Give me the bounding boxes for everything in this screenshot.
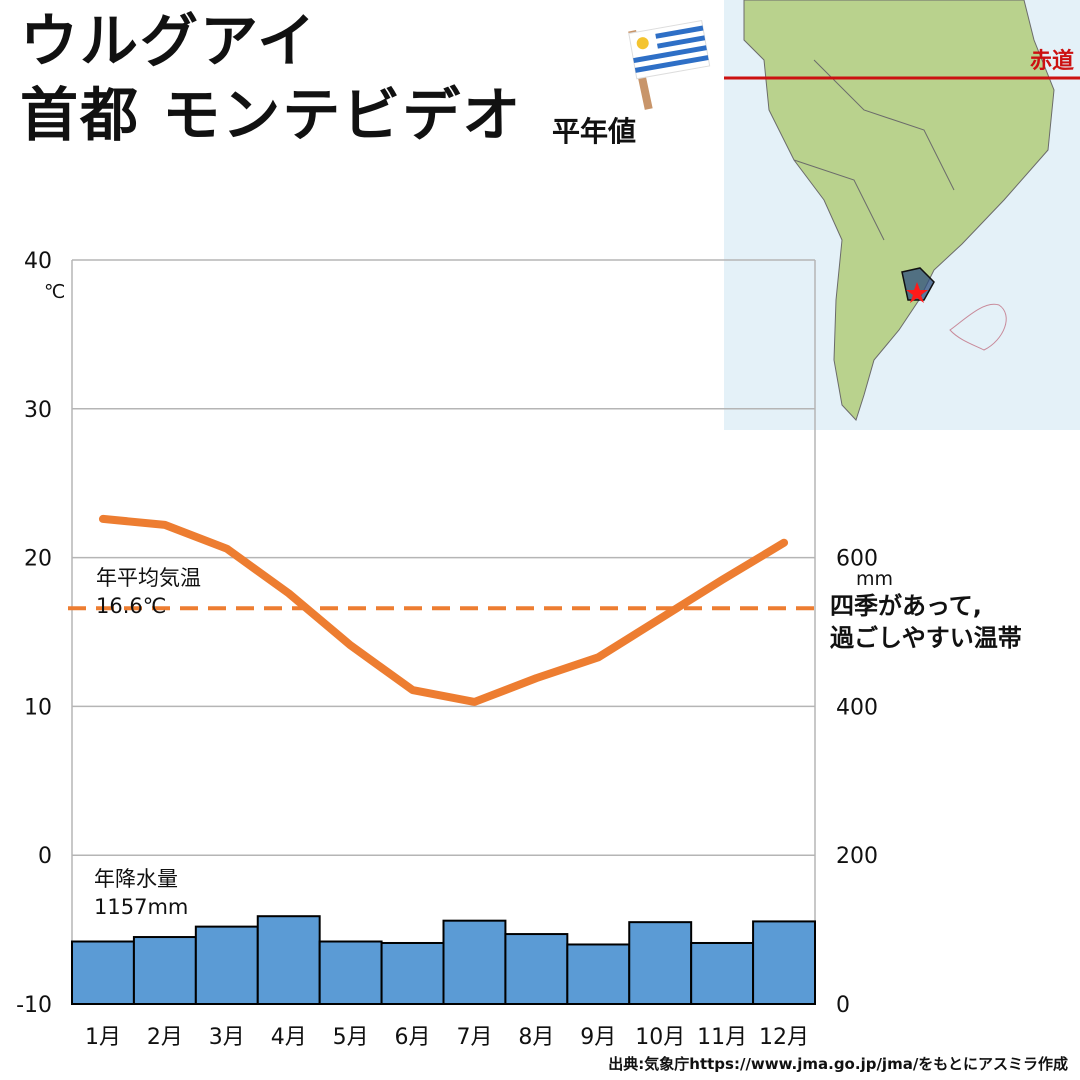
precipitation-bar (318, 940, 383, 1006)
month-tick-label: 8月 (518, 1025, 554, 1050)
climate-note-line2: 過ごしやすい温帯 (830, 624, 1022, 652)
month-tick-label: 2月 (147, 1025, 183, 1050)
month-tick-label: 6月 (395, 1025, 431, 1050)
precipitation-bar (132, 936, 197, 1005)
temperature-tick-label: 10 (24, 695, 52, 720)
precipitation-tick-label: 400 (836, 695, 878, 720)
temperature-tick-label: 40 (24, 249, 52, 274)
temperature-unit: ℃ (44, 281, 65, 303)
precipitation-bar (256, 915, 321, 1006)
temperature-tick-label: 20 (24, 547, 52, 572)
precipitation-unit: mm (856, 568, 893, 590)
precipitation-bar (442, 919, 507, 1005)
precipitation-bar (71, 940, 135, 1006)
temperature-series-line (98, 514, 789, 706)
annual-precip-value: 1157mm (94, 895, 188, 919)
title-capital: 首都 モンテビデオ (20, 81, 523, 149)
precipitation-bar (690, 941, 755, 1006)
montevideo-star-icon (906, 282, 928, 303)
month-tick-label: 3月 (209, 1025, 245, 1050)
precipitation-bar (628, 921, 693, 1005)
avg-temp-value: 16.6℃ (96, 594, 166, 618)
temperature-tick-label: 0 (38, 844, 52, 869)
month-tick-label: 5月 (333, 1025, 369, 1050)
precipitation-bar (380, 941, 445, 1006)
annual-precip-label: 年降水量 (94, 867, 178, 891)
month-tick-label: 11月 (697, 1025, 747, 1050)
avg-temp-label: 年平均気温 (96, 566, 201, 590)
equator-label: 赤道 (1030, 48, 1074, 74)
temperature-tick-label: -10 (16, 993, 52, 1018)
source-credit: 出典:気象庁https://www.jma.go.jp/jma/をもとにアスミラ… (608, 1055, 1068, 1073)
map-land (743, 0, 1055, 421)
temperature-tick-label: 30 (24, 398, 52, 423)
precipitation-bar (566, 943, 631, 1005)
uruguay-flag-icon (628, 20, 711, 110)
precipitation-bars (71, 915, 816, 1006)
month-tick-label: 4月 (271, 1025, 307, 1050)
month-axis-ticks: 1月 2月 3月 4月 5月 6月 7月 8月 9月 10月 11月 12月 (85, 1025, 809, 1050)
climate-note-line1: 四季があって, (830, 592, 982, 620)
month-tick-label: 7月 (456, 1025, 492, 1050)
month-tick-label: 10月 (635, 1025, 685, 1050)
temperature-line (98, 514, 789, 706)
precipitation-bar (194, 925, 259, 1006)
month-tick-label: 12月 (759, 1025, 809, 1050)
precipitation-tick-label: 0 (836, 993, 850, 1018)
chart-subtitle: 平年値 (552, 115, 637, 148)
temperature-axis-ticks: -10 0 10 20 30 40 (16, 249, 52, 1018)
precipitation-bar (504, 933, 569, 1006)
month-tick-label: 1月 (85, 1025, 121, 1050)
precipitation-tick-label: 600 (836, 547, 878, 572)
precipitation-axis-ticks: 0 200 400 600 (836, 547, 878, 1018)
grid-lines (71, 259, 816, 1005)
precipitation-tick-label: 200 (836, 844, 878, 869)
month-tick-label: 9月 (580, 1025, 616, 1050)
precipitation-bar (752, 920, 816, 1006)
chart-title: ウルグアイ 首都 モンテビデオ (20, 6, 522, 150)
title-country: ウルグアイ (20, 7, 318, 75)
south-america-map: 赤道 (724, 0, 1080, 430)
